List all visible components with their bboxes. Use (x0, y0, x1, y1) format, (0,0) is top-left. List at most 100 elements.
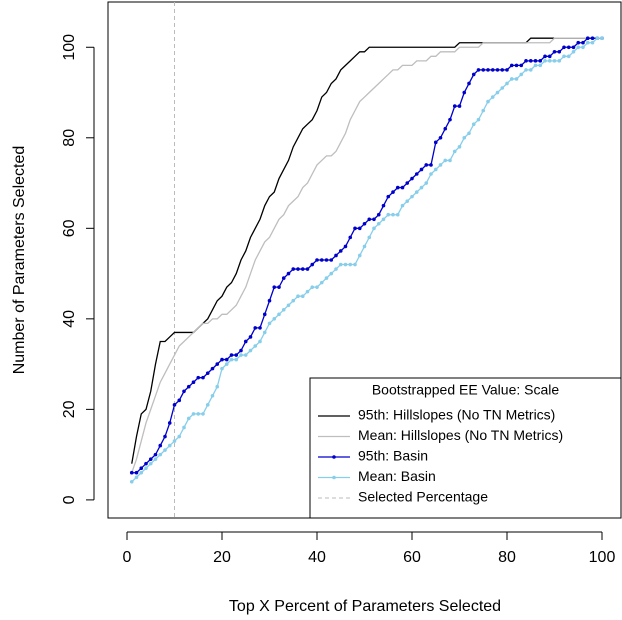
series-point (300, 294, 305, 299)
series-point (215, 384, 220, 389)
series-point (182, 389, 186, 394)
series-point (291, 298, 296, 303)
series-point (220, 357, 224, 362)
series-point (424, 181, 429, 185)
series-point (191, 412, 196, 416)
series-point (319, 258, 324, 262)
series-point (129, 479, 134, 484)
series-point (144, 461, 148, 466)
series-point (376, 221, 381, 226)
series-point (448, 117, 452, 122)
series-point (576, 40, 581, 45)
x-tick-label: 0 (123, 549, 132, 566)
series-point (329, 258, 334, 262)
series-point (405, 199, 410, 203)
legend-box (309, 377, 622, 519)
series-point (595, 36, 600, 41)
series-point (443, 158, 448, 163)
series-point (177, 434, 182, 439)
series-point (424, 163, 429, 167)
series-point (486, 68, 490, 72)
y-tick-label: 20 (61, 400, 78, 418)
series-point (134, 470, 139, 475)
series-point (262, 330, 267, 335)
series-point (163, 434, 167, 439)
x-tick-label: 20 (213, 549, 231, 566)
series-point (372, 217, 376, 222)
series-point (153, 452, 158, 457)
series-point (571, 49, 576, 54)
series-point (343, 262, 348, 267)
series-point (229, 357, 234, 362)
series-point (248, 335, 253, 339)
series-point (490, 68, 495, 72)
series-point (300, 267, 305, 271)
series-point (566, 45, 571, 50)
series-point (429, 172, 433, 176)
series-point (500, 86, 505, 90)
series-point (205, 371, 210, 375)
series-point (234, 357, 239, 362)
series-point (334, 253, 338, 258)
legend-label: Selected Percentage (358, 489, 488, 505)
series-point (296, 267, 300, 271)
series-point (486, 99, 490, 104)
series-point (144, 466, 148, 471)
series-point (433, 140, 438, 145)
series-point (324, 276, 329, 280)
legend-title: Bootstrapped EE Value: Scale (372, 382, 560, 398)
series-point (590, 36, 595, 41)
series-point (452, 104, 457, 108)
series-point (448, 158, 452, 163)
series-point (262, 312, 267, 317)
x-tick-label: 100 (589, 549, 616, 566)
series-point (471, 122, 476, 127)
series-point (543, 59, 547, 63)
series-point (148, 461, 153, 466)
series-point (395, 212, 400, 217)
series-point (139, 466, 144, 471)
series-point (215, 362, 220, 366)
series-point (533, 59, 538, 63)
series-point (253, 344, 258, 348)
series-line (131, 37, 602, 473)
x-tick-label: 60 (403, 549, 421, 566)
series-point (533, 63, 538, 68)
series-point (376, 212, 381, 217)
series-point (357, 226, 362, 231)
series-point (547, 59, 552, 63)
series-point (509, 77, 514, 81)
legend-label: Mean: Basin (358, 468, 436, 484)
series-point (405, 181, 410, 185)
series-point (234, 353, 239, 357)
series-point (400, 185, 405, 190)
x-axis-label: Top X Percent of Parameters Selected (229, 598, 501, 615)
series-point (381, 203, 386, 208)
series-point (343, 244, 348, 249)
series-point (433, 167, 438, 172)
series-point (310, 262, 315, 267)
series-point (414, 172, 419, 176)
series-point (353, 226, 357, 231)
series-point (315, 285, 319, 289)
series-point (357, 253, 362, 258)
series-point (391, 190, 395, 194)
series-point (490, 95, 495, 99)
series-point (362, 244, 367, 249)
series-point (505, 68, 509, 72)
series-point (353, 262, 357, 267)
series-point (514, 77, 519, 81)
series-point (462, 90, 467, 95)
series-point (457, 145, 462, 149)
series-point (201, 375, 205, 380)
series-point (381, 217, 386, 222)
series-point (566, 54, 571, 59)
series-point (186, 416, 191, 421)
series-point (509, 63, 514, 68)
series-point (467, 81, 471, 86)
series-point (186, 384, 191, 389)
series-point (562, 54, 566, 59)
series-point (429, 163, 433, 167)
legend-marker (332, 455, 336, 459)
series-point (286, 271, 291, 276)
